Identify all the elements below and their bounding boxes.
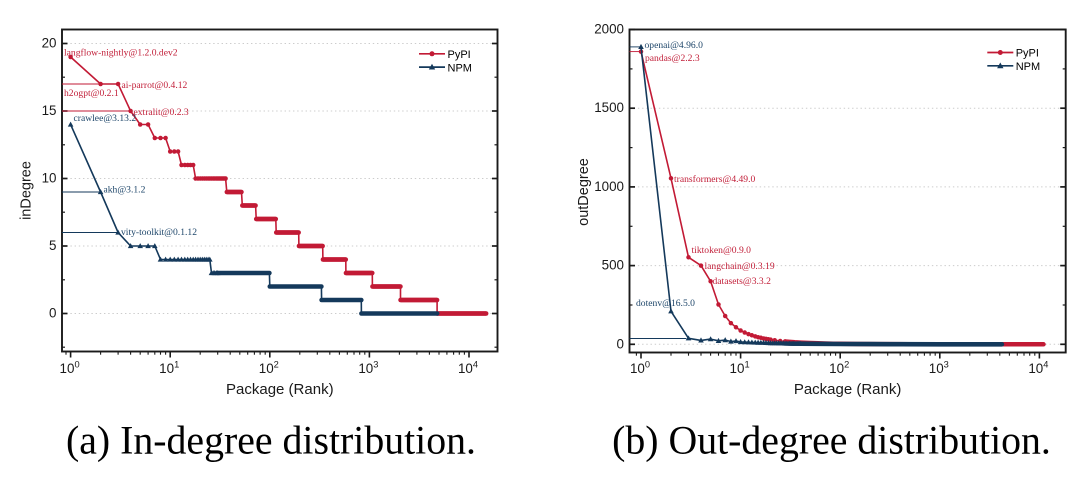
- svg-text:0: 0: [49, 306, 56, 321]
- svg-text:(a) In-degree distribution.: (a) In-degree distribution.: [66, 419, 476, 463]
- svg-text:(b) Out-degree distribution.: (b) Out-degree distribution.: [612, 419, 1051, 463]
- svg-text:h2ogpt@0.2.1: h2ogpt@0.2.1: [64, 88, 119, 99]
- svg-text:500: 500: [602, 258, 624, 273]
- svg-text:ai-parrot@0.4.12: ai-parrot@0.4.12: [122, 80, 188, 91]
- svg-text:103: 103: [358, 360, 378, 376]
- svg-text:101: 101: [730, 360, 750, 376]
- svg-text:15: 15: [42, 103, 57, 118]
- svg-text:langchain@0.3.19: langchain@0.3.19: [705, 261, 775, 272]
- svg-text:openai@4.96.0: openai@4.96.0: [645, 40, 704, 51]
- svg-text:NPM: NPM: [1016, 61, 1040, 73]
- svg-text:104: 104: [458, 360, 478, 376]
- svg-text:100: 100: [60, 360, 80, 376]
- svg-text:akh@3.1.2: akh@3.1.2: [104, 185, 146, 196]
- svg-text:datasets@3.3.2: datasets@3.3.2: [713, 276, 772, 287]
- svg-text:2000: 2000: [594, 22, 624, 37]
- svg-text:inDegree: inDegree: [19, 161, 35, 220]
- svg-text:langflow-nightly@1.2.0.dev2: langflow-nightly@1.2.0.dev2: [64, 48, 178, 59]
- svg-text:1000: 1000: [594, 179, 624, 194]
- svg-text:1500: 1500: [594, 100, 624, 115]
- svg-text:101: 101: [159, 360, 179, 376]
- svg-text:102: 102: [259, 360, 279, 376]
- svg-text:NPM: NPM: [448, 62, 472, 74]
- svg-text:dotenv@16.5.0: dotenv@16.5.0: [636, 298, 695, 309]
- svg-text:10: 10: [42, 171, 57, 186]
- svg-text:crawlee@3.13.2: crawlee@3.13.2: [74, 113, 137, 124]
- svg-text:tiktoken@0.9.0: tiktoken@0.9.0: [692, 245, 752, 256]
- svg-text:pandas@2.2.3: pandas@2.2.3: [645, 53, 700, 64]
- svg-text:transformers@4.49.0: transformers@4.49.0: [674, 174, 756, 185]
- svg-text:vity-toolkit@0.1.12: vity-toolkit@0.1.12: [121, 227, 197, 238]
- svg-text:0: 0: [617, 336, 624, 351]
- svg-text:102: 102: [829, 360, 849, 376]
- svg-text:outDegree: outDegree: [576, 158, 592, 226]
- svg-text:extralit@0.2.3: extralit@0.2.3: [134, 107, 189, 118]
- svg-text:Package (Rank): Package (Rank): [794, 381, 902, 398]
- svg-text:5: 5: [49, 238, 56, 253]
- svg-text:20: 20: [42, 36, 57, 51]
- svg-text:PyPI: PyPI: [1016, 48, 1039, 60]
- svg-text:100: 100: [630, 360, 650, 376]
- svg-text:103: 103: [929, 360, 949, 376]
- svg-text:104: 104: [1028, 360, 1048, 376]
- svg-text:Package (Rank): Package (Rank): [226, 381, 334, 398]
- svg-text:PyPI: PyPI: [448, 49, 471, 61]
